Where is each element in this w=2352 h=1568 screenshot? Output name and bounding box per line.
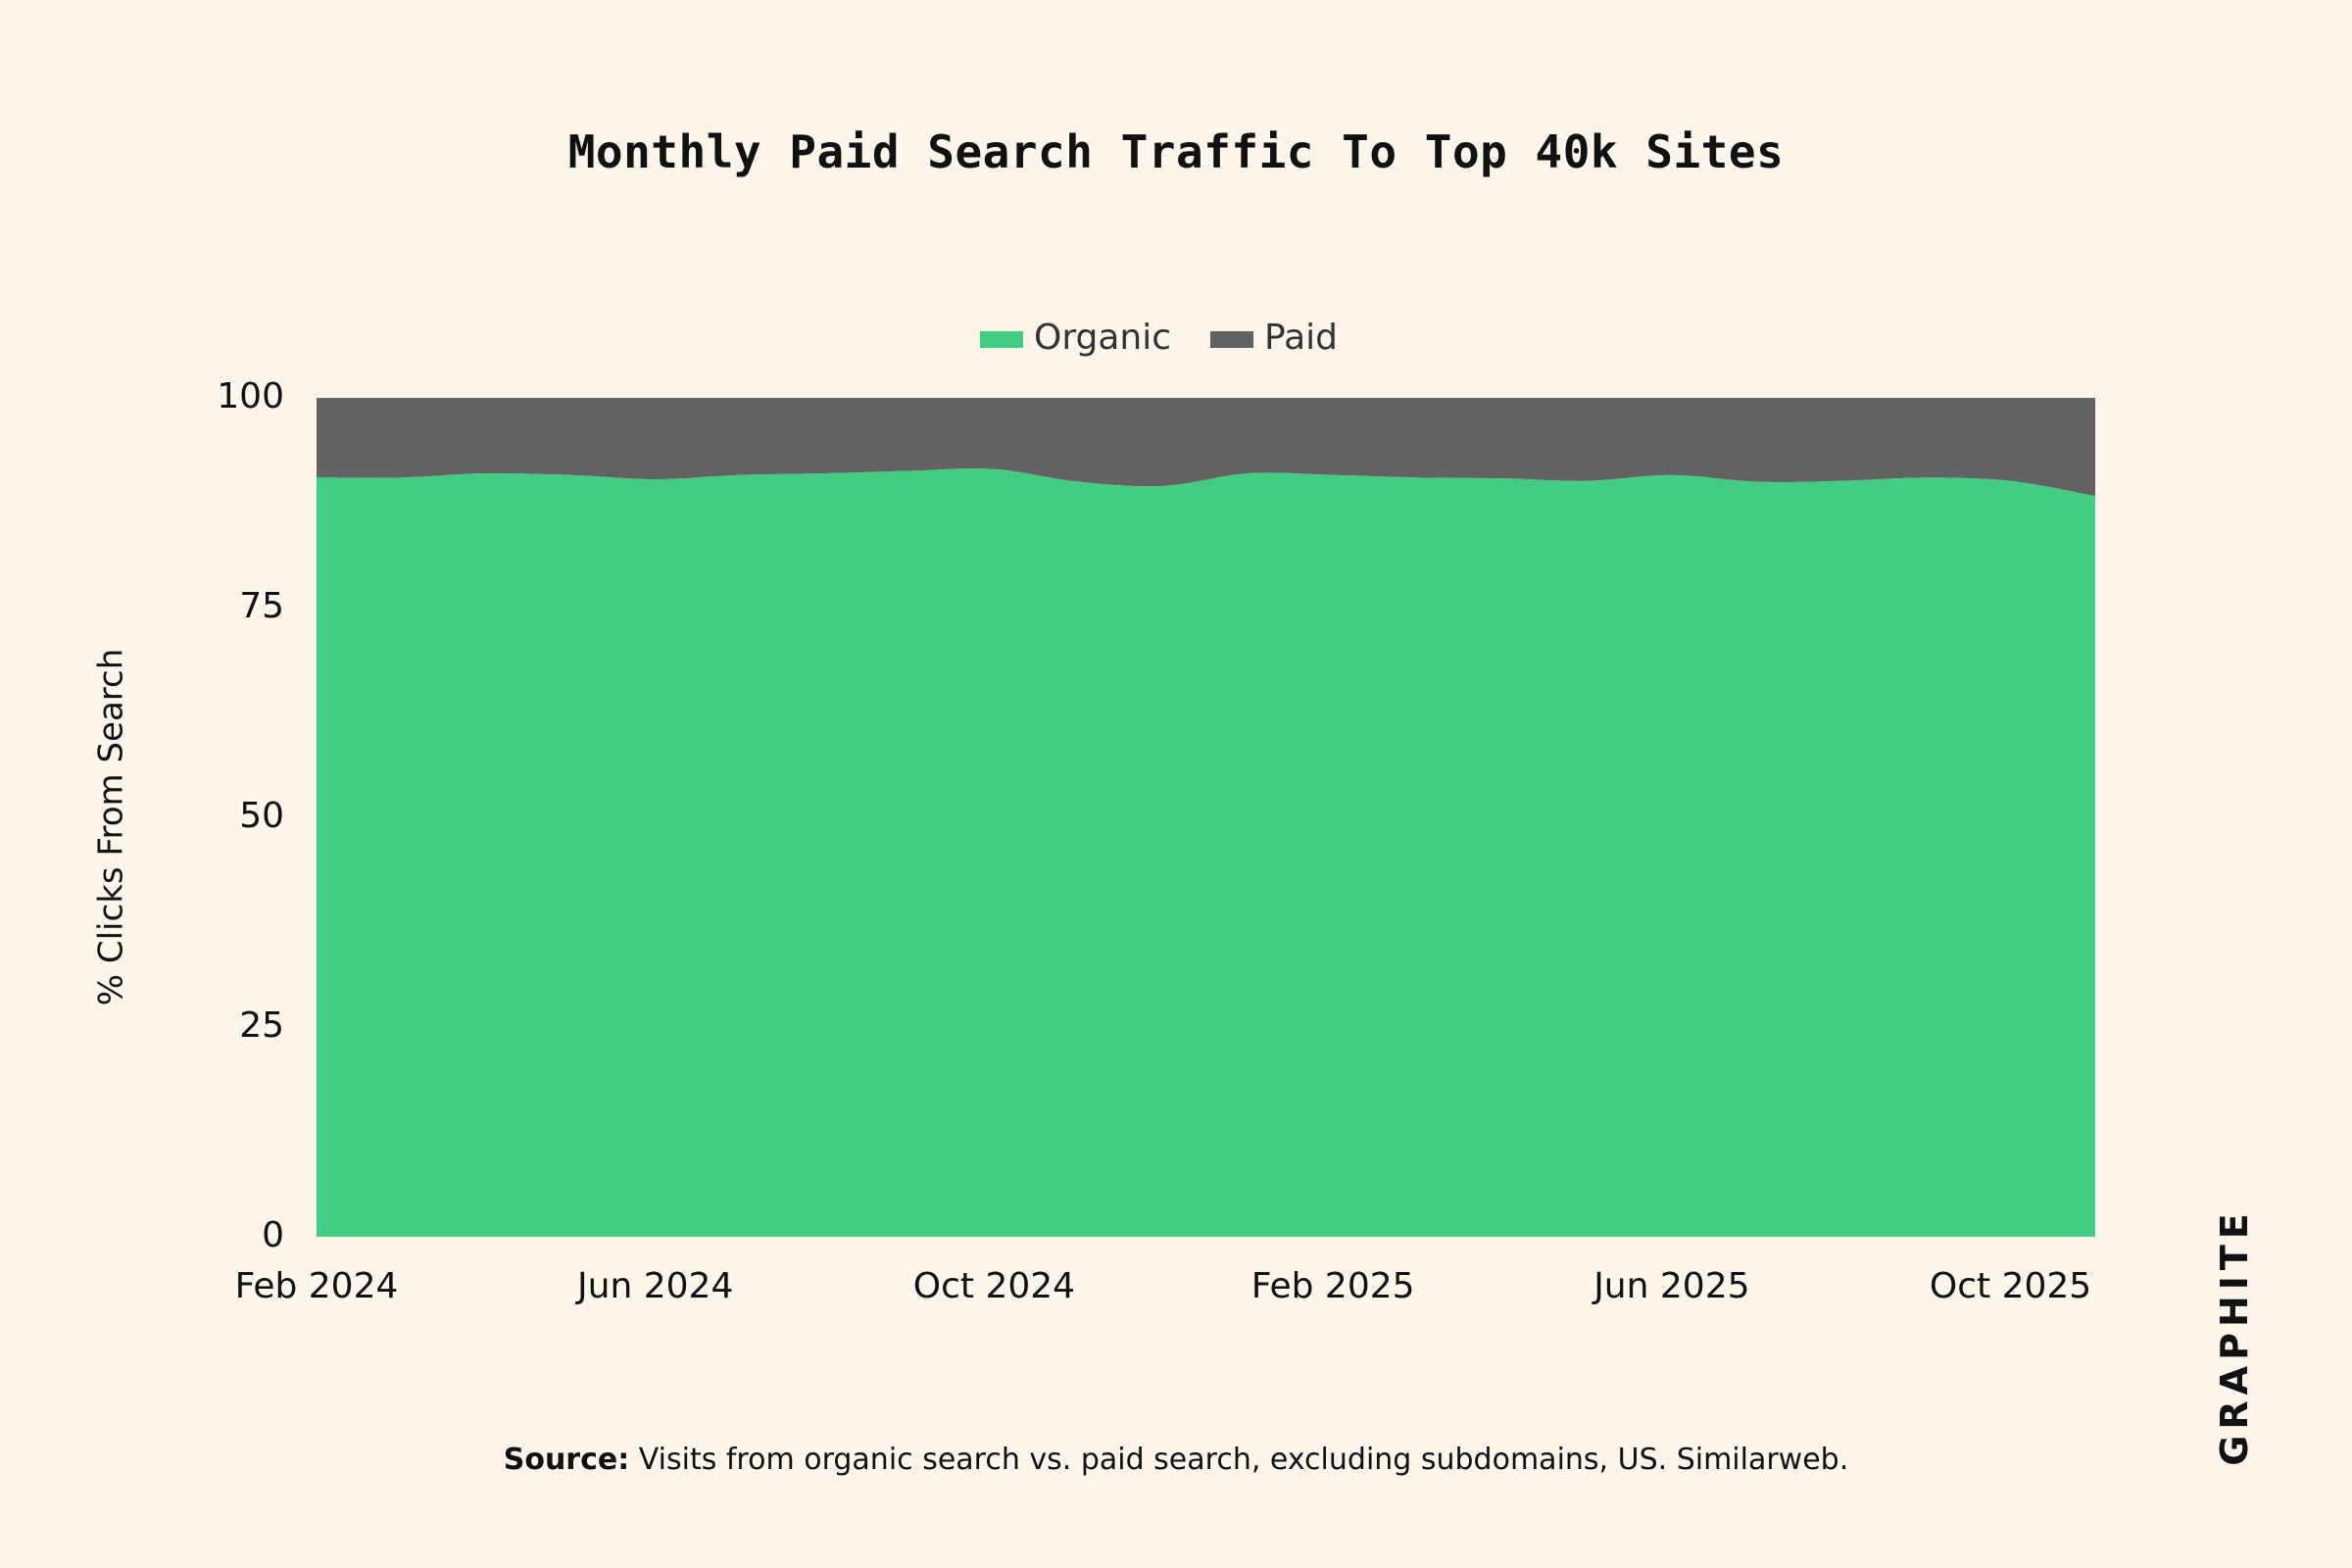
legend-label-paid: Paid <box>1264 318 1338 358</box>
x-tick-label: Oct 2025 <box>1930 1266 2091 1306</box>
y-tick-label: 50 <box>239 796 284 836</box>
x-tick-label: Feb 2025 <box>1251 1266 1415 1306</box>
y-tick-label: 25 <box>239 1005 284 1046</box>
area-organic <box>317 468 2095 1237</box>
chart-title: Monthly Paid Search Traffic To Top 40k S… <box>567 125 1785 178</box>
source-text: Visits from organic search vs. paid sear… <box>638 1443 1849 1477</box>
y-tick-label: 100 <box>217 376 284 416</box>
y-axis-label: % Clicks From Search <box>92 649 131 1006</box>
y-tick-label: 75 <box>239 586 284 626</box>
legend-label-organic: Organic <box>1034 318 1171 358</box>
graphite-logo: GRAPHITE <box>2199 1200 2270 1474</box>
area-paid <box>317 398 2095 497</box>
y-tick-label: 0 <box>262 1215 284 1255</box>
x-tick-label: Jun 2025 <box>1592 1266 1749 1306</box>
x-tick-label: Feb 2024 <box>235 1266 399 1306</box>
legend-swatch-paid <box>1210 331 1254 348</box>
brand-wordmark: GRAPHITE <box>2213 1207 2256 1466</box>
source-note: Source: Visits from organic search vs. p… <box>0 1443 2352 1477</box>
legend-swatch-organic <box>980 331 1023 348</box>
x-tick-label: Oct 2024 <box>913 1266 1075 1306</box>
source-label: Source: <box>503 1443 630 1477</box>
x-tick-label: Jun 2024 <box>575 1266 733 1306</box>
